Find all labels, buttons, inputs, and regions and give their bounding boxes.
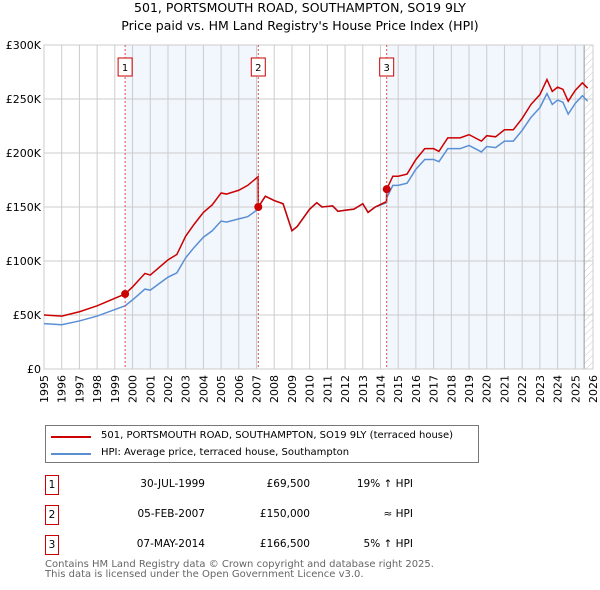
x-tick-label: 2024 <box>552 375 565 403</box>
sale-row: 2 05-FEB-2007 £150,000 ≈ HPI <box>45 505 445 525</box>
y-tick-label: £150K <box>6 201 42 214</box>
x-tick-label: 2006 <box>233 375 246 403</box>
x-tick-label: 2026 <box>587 375 600 403</box>
x-tick-label: 1996 <box>56 375 69 403</box>
x-tick-label: 2011 <box>321 375 334 403</box>
sale-date: 30-JUL-1999 <box>140 478 205 490</box>
sale-price: £166,500 <box>259 538 310 550</box>
sale-date: 05-FEB-2007 <box>137 508 205 520</box>
y-tick-label: £50K <box>13 309 42 322</box>
sale-point <box>254 203 263 211</box>
x-tick-label: 2009 <box>286 375 299 403</box>
y-tick-label: £0 <box>27 363 41 376</box>
y-tick-label: £100K <box>6 255 42 268</box>
x-tick-label: 2005 <box>215 375 228 403</box>
x-tick-label: 2015 <box>392 375 405 403</box>
sale-hpi-relation: 19% ↑ HPI <box>356 478 413 490</box>
sale-price: £150,000 <box>259 508 310 520</box>
sale-hpi-relation: ≈ HPI <box>383 508 413 520</box>
sale-label-box <box>379 57 395 77</box>
x-tick-label: 2023 <box>534 375 547 403</box>
legend-swatch-hpi <box>51 453 91 455</box>
sale-point <box>382 185 391 194</box>
x-tick-label: 2017 <box>428 375 441 403</box>
sale-label: 2 <box>255 63 261 74</box>
sale-price: £69,500 <box>266 478 310 490</box>
x-tick-label: 2013 <box>357 375 370 403</box>
x-tick-label: 2021 <box>498 375 511 403</box>
x-tick-label: 2002 <box>162 375 175 403</box>
x-tick-label: 2014 <box>374 375 387 403</box>
legend-swatch-property <box>51 436 91 438</box>
x-tick-label: 2007 <box>251 375 264 403</box>
sale-number: 2 <box>45 505 59 525</box>
x-tick-label: 1999 <box>109 375 122 403</box>
x-tick-label: 2008 <box>268 375 281 403</box>
legend: 501, PORTSMOUTH ROAD, SOUTHAMPTON, SO19 … <box>45 425 479 463</box>
x-tick-label: 1995 <box>38 375 51 403</box>
y-tick-label: £250K <box>6 93 42 106</box>
sale-row: 1 30-JUL-1999 £69,500 19% ↑ HPI <box>45 475 445 495</box>
x-tick-label: 2004 <box>197 375 210 403</box>
property-price-line <box>43 77 589 317</box>
plot-area: 1995 1996 1997 1998 1999 2000 2001 2002 2003 2004… <box>6 39 600 403</box>
footer-licence: This data is licensed under the Open Gov… <box>45 569 364 580</box>
x-tick-label: 2019 <box>463 375 476 403</box>
sale-label-box <box>117 57 133 77</box>
x-tick-label: 2000 <box>127 375 140 403</box>
x-tick-label: 2022 <box>516 375 529 403</box>
plot-border <box>43 44 594 370</box>
x-tick-label: 2012 <box>339 375 352 403</box>
sale-point <box>121 289 130 298</box>
legend-label-property: 501, PORTSMOUTH ROAD, SOUTHAMPTON, SO19 … <box>101 430 454 441</box>
sale-hpi-relation: 5% ↑ HPI <box>363 538 413 550</box>
footer-copyright: Contains HM Land Registry data © Crown c… <box>45 559 434 570</box>
x-tick-label: 2016 <box>410 375 423 403</box>
sale-row: 3 07-MAY-2014 £166,500 5% ↑ HPI <box>45 535 445 555</box>
y-tick-label: £300K <box>6 39 42 52</box>
x-tick-label: 2010 <box>304 375 317 403</box>
x-tick-label: 2001 <box>144 375 157 403</box>
x-tick-label: 2018 <box>445 375 458 403</box>
sale-number: 3 <box>45 535 59 555</box>
x-tick-label: 1997 <box>73 375 86 403</box>
sale-label-box <box>250 57 266 77</box>
x-tick-label: 2025 <box>569 375 582 403</box>
x-tick-label: 2003 <box>180 375 193 403</box>
chart-title: 501, PORTSMOUTH ROAD, SOUTHAMPTON, SO19 … <box>134 0 466 15</box>
sale-number: 1 <box>45 475 59 495</box>
chart-subtitle: Price paid vs. HM Land Registry's House … <box>121 18 479 33</box>
y-tick-label: £200K <box>6 147 42 160</box>
sale-label: 3 <box>383 63 389 74</box>
x-tick-label: 1998 <box>91 375 104 403</box>
x-tick-label: 2020 <box>481 375 494 403</box>
sale-label: 1 <box>122 63 128 74</box>
sale-date: 07-MAY-2014 <box>136 538 205 550</box>
legend-label-hpi: HPI: Average price, terraced house, Sout… <box>101 447 350 458</box>
